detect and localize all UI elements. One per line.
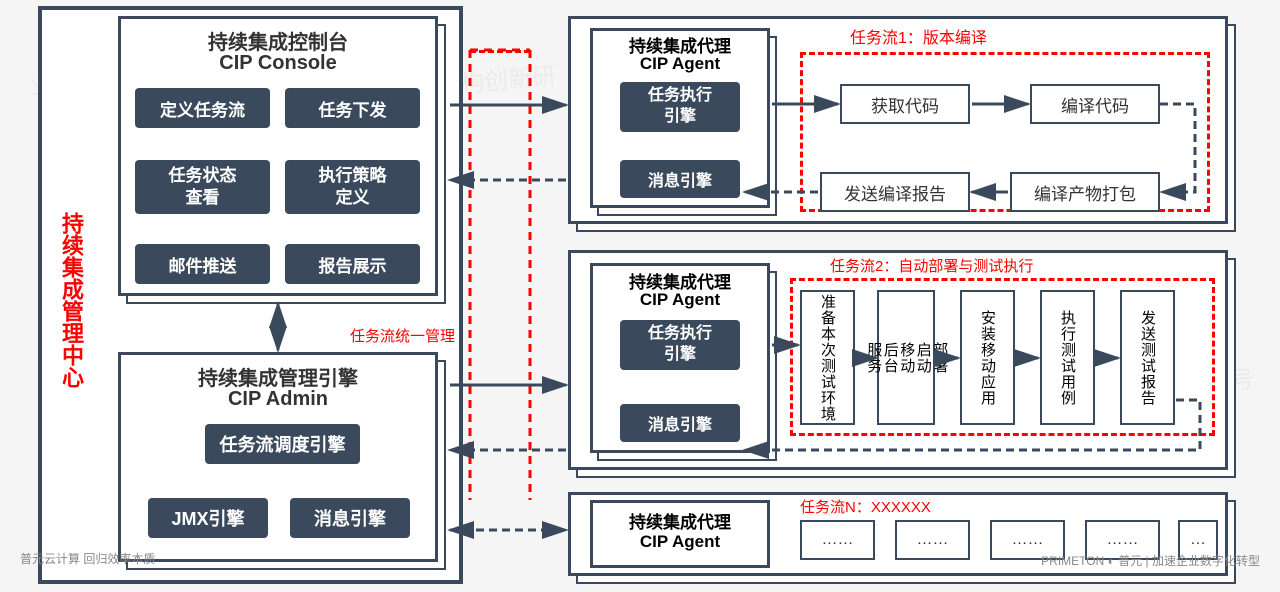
flowN-dots-1: …… [800,520,875,560]
admin-btn-0: 任务流调度引擎 [205,424,360,464]
agent1-btn1: 任务执行引擎 [620,82,740,132]
flow2-step-1: 部署启动移动后台服务 [877,290,935,425]
flow2-step-2: 安装移动应用 [960,290,1015,425]
admin-title1: 持续集成管理引擎 [118,362,438,391]
flow2-step-0: 准备本次测试环境 [800,290,855,425]
agentN-title2: CIP Agent [590,532,770,552]
agent1-btn2: 消息引擎 [620,160,740,198]
admin-btn-2: 消息引擎 [290,498,410,538]
admin-btn-1: JMX引擎 [148,498,268,538]
agent2-title2: CIP Agent [590,290,770,310]
flow2-step-4: 发送测试报告 [1120,290,1175,425]
flow2-label: 任务流2：自动部署与测试执行 [830,255,1033,276]
console-btn-5: 报告展示 [285,244,420,284]
console-btn-2: 任务状态查看 [135,160,270,214]
flow1-step-3: 发送编译报告 [820,172,970,212]
console-btn-4: 邮件推送 [135,244,270,284]
agent1-title2: CIP Agent [590,54,770,74]
agentN-title1: 持续集成代理 [590,508,770,533]
flow1-step-0: 获取代码 [840,84,970,124]
console-title2: CIP Console [118,52,438,75]
flow2-step-3: 执行测试用例 [1040,290,1095,425]
agent2-btn1: 任务执行引擎 [620,320,740,370]
label-unified-mgmt: 任务流统一管理 [350,325,455,346]
footer-right: PRIMETON ◐ 普元 | 加速企业数字化转型 [1041,552,1260,569]
console-title1: 持续集成控制台 [118,26,438,55]
console-btn-0: 定义任务流 [135,88,270,128]
flow1-label: 任务流1：版本编译 [850,24,987,48]
console-btn-1: 任务下发 [285,88,420,128]
flow1-step-1: 编译代码 [1030,84,1160,124]
left-panel-title: 持续集成管理中心 [55,200,87,400]
flow1-step-2: 编译产物打包 [1010,172,1160,212]
flowN-dots-2: …… [895,520,970,560]
agent2-btn2: 消息引擎 [620,404,740,442]
flowN-label: 任务流N：XXXXXX [800,496,931,517]
admin-title2: CIP Admin [118,388,438,411]
red-vertical-band [470,50,530,500]
footer-left: 普元云计算 回归效率本质 [20,550,155,567]
console-btn-3: 执行策略定义 [285,160,420,214]
